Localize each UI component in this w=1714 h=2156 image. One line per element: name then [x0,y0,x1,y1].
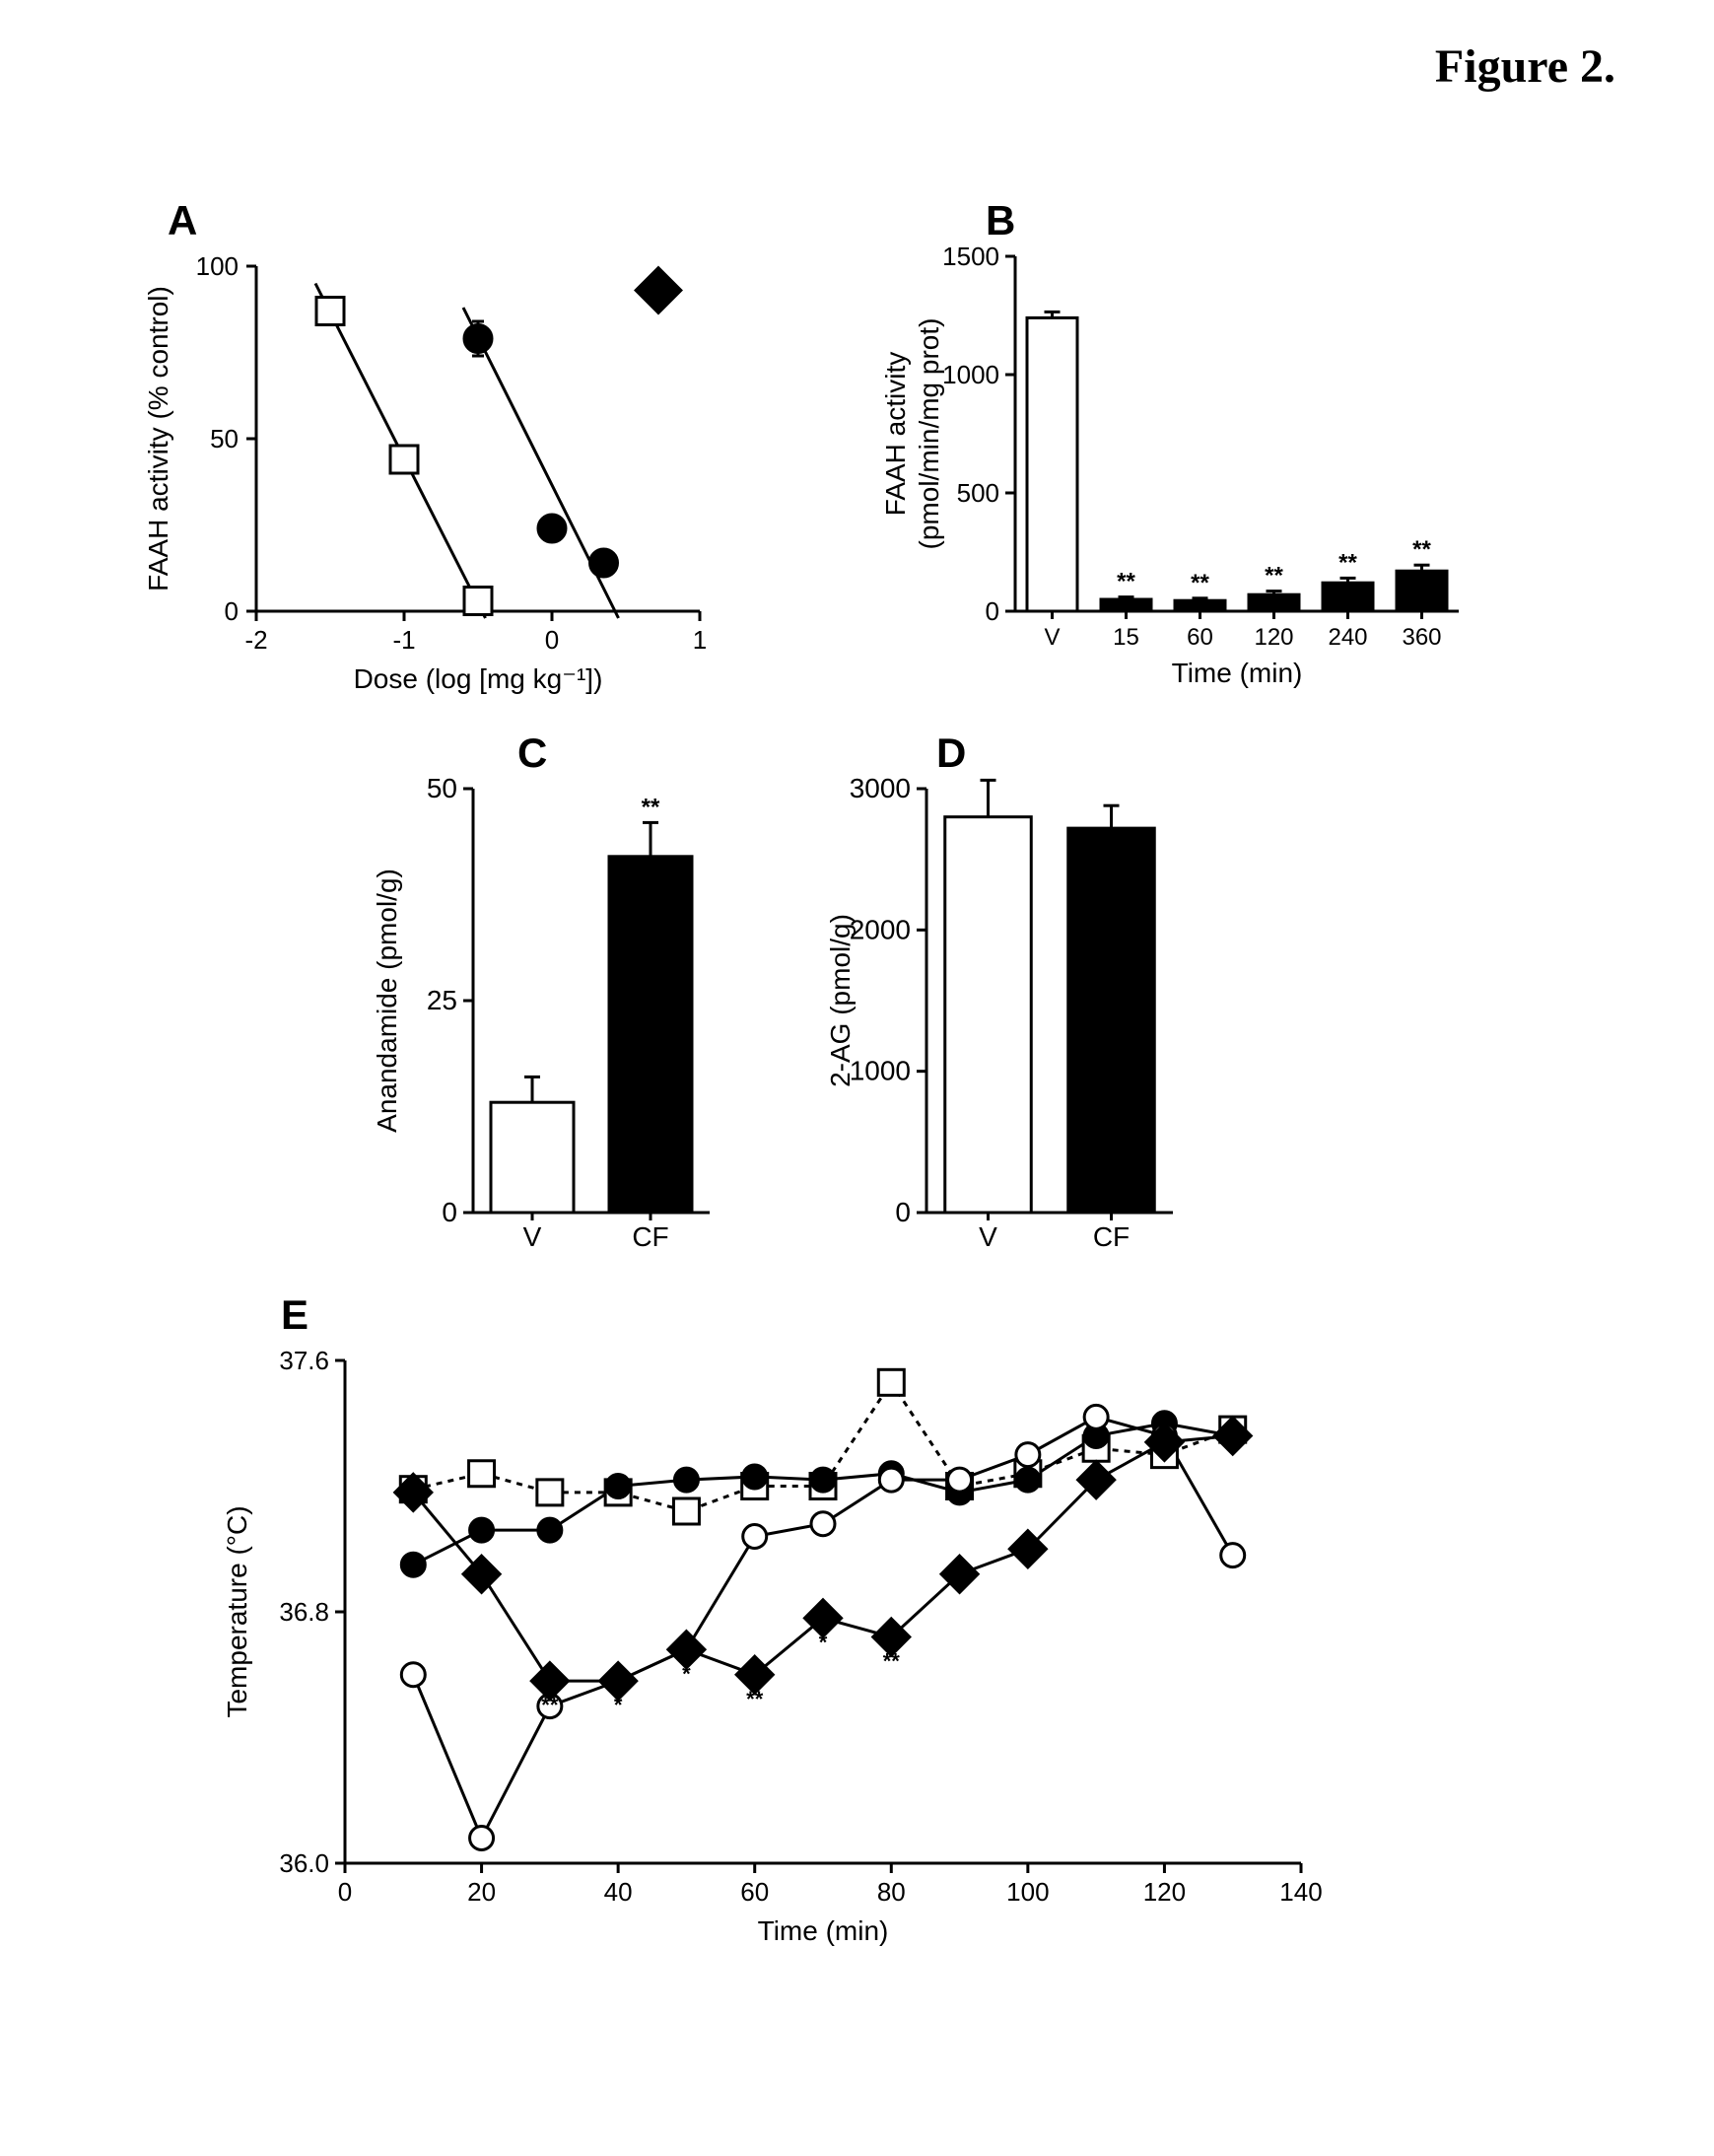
svg-text:120: 120 [1254,624,1293,651]
svg-text:240: 240 [1328,624,1367,651]
svg-text:0: 0 [338,1877,352,1907]
svg-text:1000: 1000 [850,1056,911,1086]
svg-text:20: 20 [467,1877,496,1907]
panel-d-chart: 0 1000 2000 3000 2-AG (pmol/g) V CF [759,749,1202,1272]
svg-text:-2: -2 [244,625,267,655]
svg-text:50: 50 [210,424,239,453]
svg-text:*: * [682,1661,691,1686]
svg-text:Time (min): Time (min) [1172,658,1303,688]
svg-text:60: 60 [1187,624,1213,651]
panel-e-chart: 0 20 40 60 80 100 120 140 36.0 36.8 37.6 Time (min)… [187,1311,1370,1982]
svg-text:1: 1 [693,625,707,655]
svg-text:V: V [1044,624,1060,651]
svg-text:**: ** [883,1649,901,1674]
svg-text:140: 140 [1279,1877,1322,1907]
svg-text:36.8: 36.8 [279,1597,329,1627]
svg-text:100: 100 [1006,1877,1049,1907]
svg-text:25: 25 [427,985,457,1015]
svg-text:Dose (log [mg kg⁻¹]): Dose (log [mg kg⁻¹]) [354,663,603,694]
panel-b-chart: 0 500 1000 1500 FAAH activity(pmol/min/mg pr… [857,217,1488,710]
svg-text:**: ** [1191,570,1209,596]
svg-text:120: 120 [1143,1877,1186,1907]
svg-text:CF: CF [632,1221,668,1252]
svg-text:2-AG (pmol/g): 2-AG (pmol/g) [825,914,856,1087]
svg-text:1000: 1000 [942,360,999,389]
svg-text:Temperature (°C): Temperature (°C) [222,1505,252,1717]
svg-text:FAAH activity (% control): FAAH activity (% control) [143,286,173,591]
svg-text:**: ** [642,794,660,820]
svg-text:V: V [979,1221,997,1252]
svg-text:36.0: 36.0 [279,1848,329,1878]
svg-text:**: ** [1338,549,1357,576]
svg-text:Anandamide (pmol/g): Anandamide (pmol/g) [372,869,402,1133]
figure-title: Figure 2. [1435,39,1615,94]
svg-text:(pmol/min/mg prot): (pmol/min/mg prot) [914,318,944,550]
svg-text:-1: -1 [392,625,415,655]
svg-text:80: 80 [877,1877,906,1907]
svg-text:60: 60 [740,1877,769,1907]
svg-text:40: 40 [604,1877,633,1907]
svg-text:0: 0 [225,596,239,626]
svg-text:**: ** [746,1687,764,1711]
svg-text:CF: CF [1093,1221,1130,1252]
svg-text:2000: 2000 [850,914,911,944]
svg-text:0: 0 [986,596,999,626]
svg-text:50: 50 [427,773,457,803]
svg-text:37.6: 37.6 [279,1346,329,1375]
svg-text:3000: 3000 [850,773,911,803]
svg-text:100: 100 [196,251,239,281]
svg-text:500: 500 [957,478,999,508]
svg-text:**: ** [1117,569,1135,595]
svg-text:**: ** [1265,563,1283,590]
svg-text:360: 360 [1402,624,1441,651]
panel-c-chart: 0 25 50 Anandamide (pmol/g) V ** CF [325,749,739,1272]
svg-text:0: 0 [895,1197,911,1227]
svg-text:15: 15 [1113,624,1139,651]
svg-text:1500: 1500 [942,242,999,271]
svg-text:**: ** [1412,536,1431,563]
svg-text:FAAH activity: FAAH activity [880,352,911,516]
svg-text:**: ** [541,1693,559,1717]
svg-text:0: 0 [442,1197,457,1227]
panel-a-chart: -2 -1 0 1 0 50 100 Dose (log [mg kg⁻¹]) FAAH act… [128,217,739,710]
svg-text:*: * [819,1630,828,1654]
svg-text:Time (min): Time (min) [758,1915,889,1946]
svg-text:V: V [523,1221,542,1252]
svg-text:0: 0 [545,625,559,655]
